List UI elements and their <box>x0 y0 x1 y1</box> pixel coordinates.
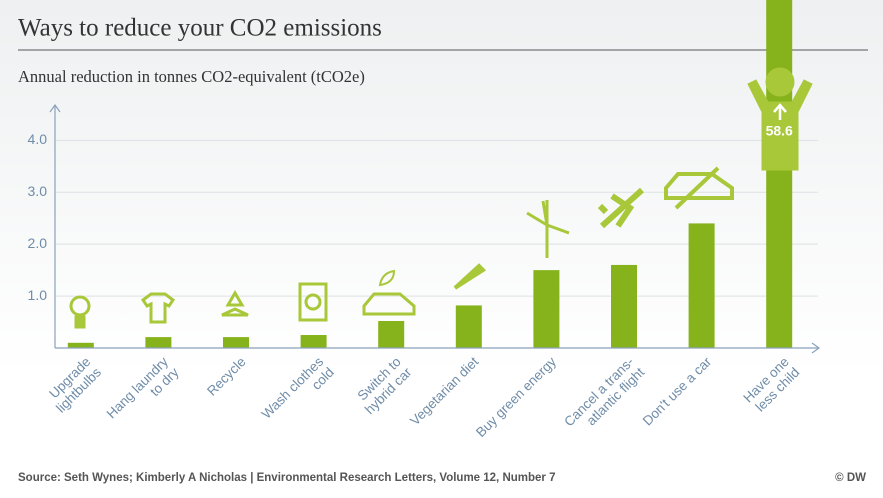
icon-leaf <box>378 269 396 287</box>
bar <box>455 305 482 348</box>
y-tick-label: 2.0 <box>28 235 48 251</box>
icon-child-head <box>765 67 795 97</box>
icon-child-body <box>747 79 813 171</box>
icon-bulb <box>69 295 91 317</box>
chart-title: Ways to reduce your CO2 emissions <box>18 15 382 42</box>
icons <box>69 67 813 329</box>
icon-recycle <box>221 290 249 317</box>
icon-turbine <box>526 200 570 258</box>
bar <box>378 321 405 348</box>
icon-washer <box>298 282 328 322</box>
icon-bulb-base <box>74 315 86 329</box>
bar <box>766 0 793 348</box>
bar <box>533 270 560 348</box>
icon-plane <box>597 187 645 229</box>
source: Source: Seth Wynes; Kimberly A Nicholas … <box>18 472 556 484</box>
icon-hybrid-car <box>362 292 416 316</box>
bar <box>67 342 94 348</box>
bar <box>300 335 327 348</box>
subtitle: Annual reduction in tonnes CO2-equivalen… <box>18 67 365 86</box>
value-label: 58.6 <box>766 123 793 139</box>
icon-arrow <box>773 103 787 120</box>
icon-shirt <box>140 292 176 324</box>
credit: © DW <box>835 472 866 484</box>
icon-carrot <box>453 263 487 290</box>
icon-washer-drum <box>304 293 322 311</box>
y-tick-label: 3.0 <box>28 183 48 199</box>
x-axis-arrow <box>811 342 821 354</box>
bar <box>688 223 715 348</box>
icon-no-car <box>664 166 734 210</box>
y-axis-arrow <box>49 103 61 113</box>
bar <box>223 337 249 348</box>
bar <box>145 337 172 348</box>
y-tick-label: 1.0 <box>28 287 48 303</box>
y-tick-label: 4.0 <box>28 131 48 147</box>
bars <box>67 0 793 348</box>
bar <box>611 264 637 348</box>
